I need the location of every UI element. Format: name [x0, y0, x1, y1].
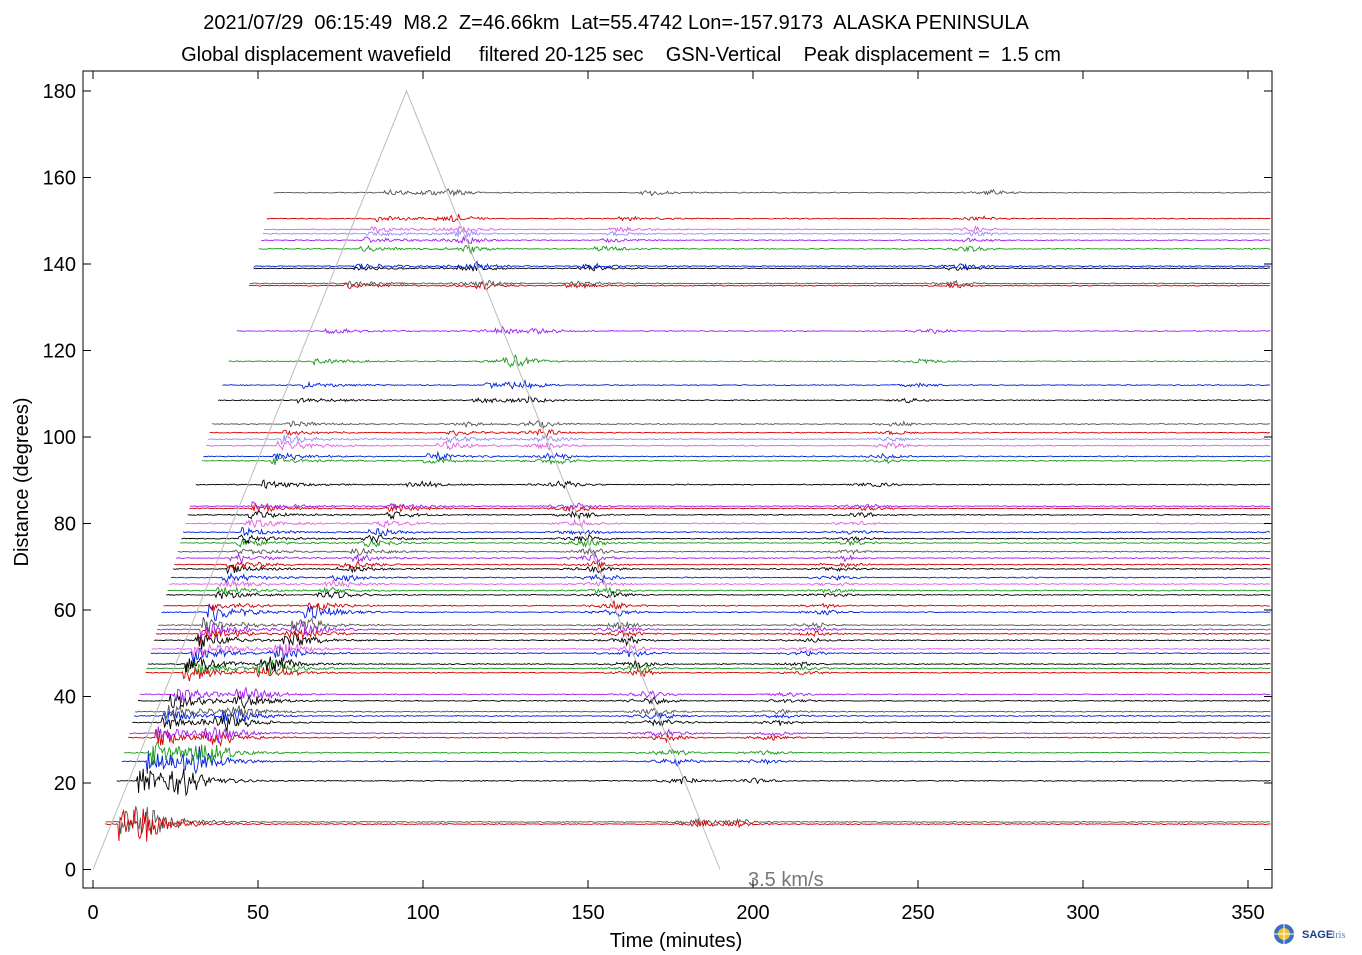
station-trace [154, 630, 1271, 650]
station-trace [132, 714, 1271, 732]
station-trace [209, 428, 1270, 438]
x-tick-label: 350 [1231, 902, 1264, 924]
station-trace [181, 533, 1271, 545]
station-trace [207, 434, 1271, 445]
station-trace [218, 395, 1271, 404]
station-trace [180, 538, 1271, 549]
station-trace [261, 235, 1271, 245]
station-trace [263, 225, 1270, 234]
plot-frame [82, 70, 1273, 889]
station-trace [266, 213, 1271, 223]
station-trace [129, 726, 1271, 744]
station-trace [249, 279, 1271, 289]
station-trace [262, 229, 1270, 238]
station-trace [163, 600, 1270, 612]
station-trace [155, 628, 1271, 644]
y-tick-label: 40 [54, 687, 76, 709]
station-trace [174, 559, 1271, 571]
y-tick-label: 20 [54, 773, 76, 795]
station-trace [222, 379, 1270, 390]
station-trace [169, 578, 1270, 589]
x-axis-label: Time (minutes) [610, 930, 743, 952]
velocity-label: 3.5 km/s [748, 869, 824, 891]
x-tick-label: 200 [736, 902, 769, 924]
station-trace [146, 660, 1271, 675]
chart-title-line1: 2021/07/29 06:15:49 M8.2 Z=46.66km Lat=5… [203, 12, 1029, 34]
x-tick-label: 150 [571, 902, 604, 924]
logo-text: SAGE [1302, 929, 1333, 941]
station-trace [166, 590, 1271, 599]
y-tick-label: 60 [54, 600, 76, 622]
chart-title-line2: Global displacement wavefield filtered 2… [181, 44, 1061, 66]
station-trace [211, 420, 1271, 429]
station-trace [121, 746, 1271, 775]
station-trace [183, 526, 1271, 537]
station-trace [128, 728, 1271, 747]
station-trace [253, 259, 1271, 272]
y-tick-label: 120 [43, 341, 76, 363]
y-tick-label: 180 [43, 81, 76, 103]
station-trace [158, 617, 1271, 632]
station-trace [145, 664, 1271, 682]
station-trace [133, 708, 1271, 725]
station-trace [187, 510, 1271, 521]
station-trace [151, 642, 1270, 658]
station-trace [150, 646, 1271, 663]
station-trace [116, 768, 1271, 797]
station-trace [161, 603, 1271, 621]
x-tick-label: 250 [901, 902, 934, 924]
y-tick-label: 160 [43, 168, 76, 190]
trace-layer [105, 187, 1271, 842]
sage-iris-logo: SAGE Iris [1274, 924, 1345, 944]
station-trace [253, 263, 1271, 272]
y-tick-label: 100 [43, 427, 76, 449]
y-tick-label: 80 [54, 514, 76, 536]
station-trace [105, 808, 1271, 842]
station-trace [135, 704, 1271, 721]
station-trace [248, 280, 1270, 291]
station-trace [167, 586, 1271, 595]
station-trace [177, 547, 1271, 556]
station-trace [195, 479, 1271, 490]
y-tick-label: 140 [43, 254, 76, 276]
station-trace [189, 501, 1271, 510]
y-axis-label: Distance (degrees) [11, 398, 33, 567]
y-axis: 0 20 40 60 80 100 120 140 160 180 [43, 81, 1272, 882]
station-trace [173, 563, 1271, 575]
station-trace [228, 353, 1271, 368]
velocity-line [92, 89, 721, 870]
x-tick-label: 50 [247, 902, 269, 924]
y-tick-label: 0 [65, 860, 76, 882]
station-trace [170, 572, 1271, 584]
station-trace [203, 450, 1271, 461]
station-trace [137, 693, 1270, 710]
station-trace [139, 686, 1271, 703]
station-trace [147, 656, 1271, 673]
station-trace [273, 187, 1271, 197]
station-trace [202, 456, 1271, 466]
x-tick-label: 300 [1066, 902, 1099, 924]
logo-text-iris: Iris [1332, 930, 1345, 941]
station-trace [206, 439, 1271, 451]
station-trace [176, 552, 1271, 564]
station-trace [236, 325, 1271, 335]
station-trace [105, 806, 1270, 835]
station-trace [123, 740, 1270, 766]
x-tick-label: 100 [406, 902, 439, 924]
x-tick-label: 0 [87, 902, 98, 924]
station-trace [156, 620, 1271, 639]
station-trace [185, 518, 1271, 529]
x-axis: 0 50 100 150 200 250 300 350 [87, 71, 1265, 924]
station-trace [258, 244, 1271, 255]
station-trace [189, 502, 1271, 513]
